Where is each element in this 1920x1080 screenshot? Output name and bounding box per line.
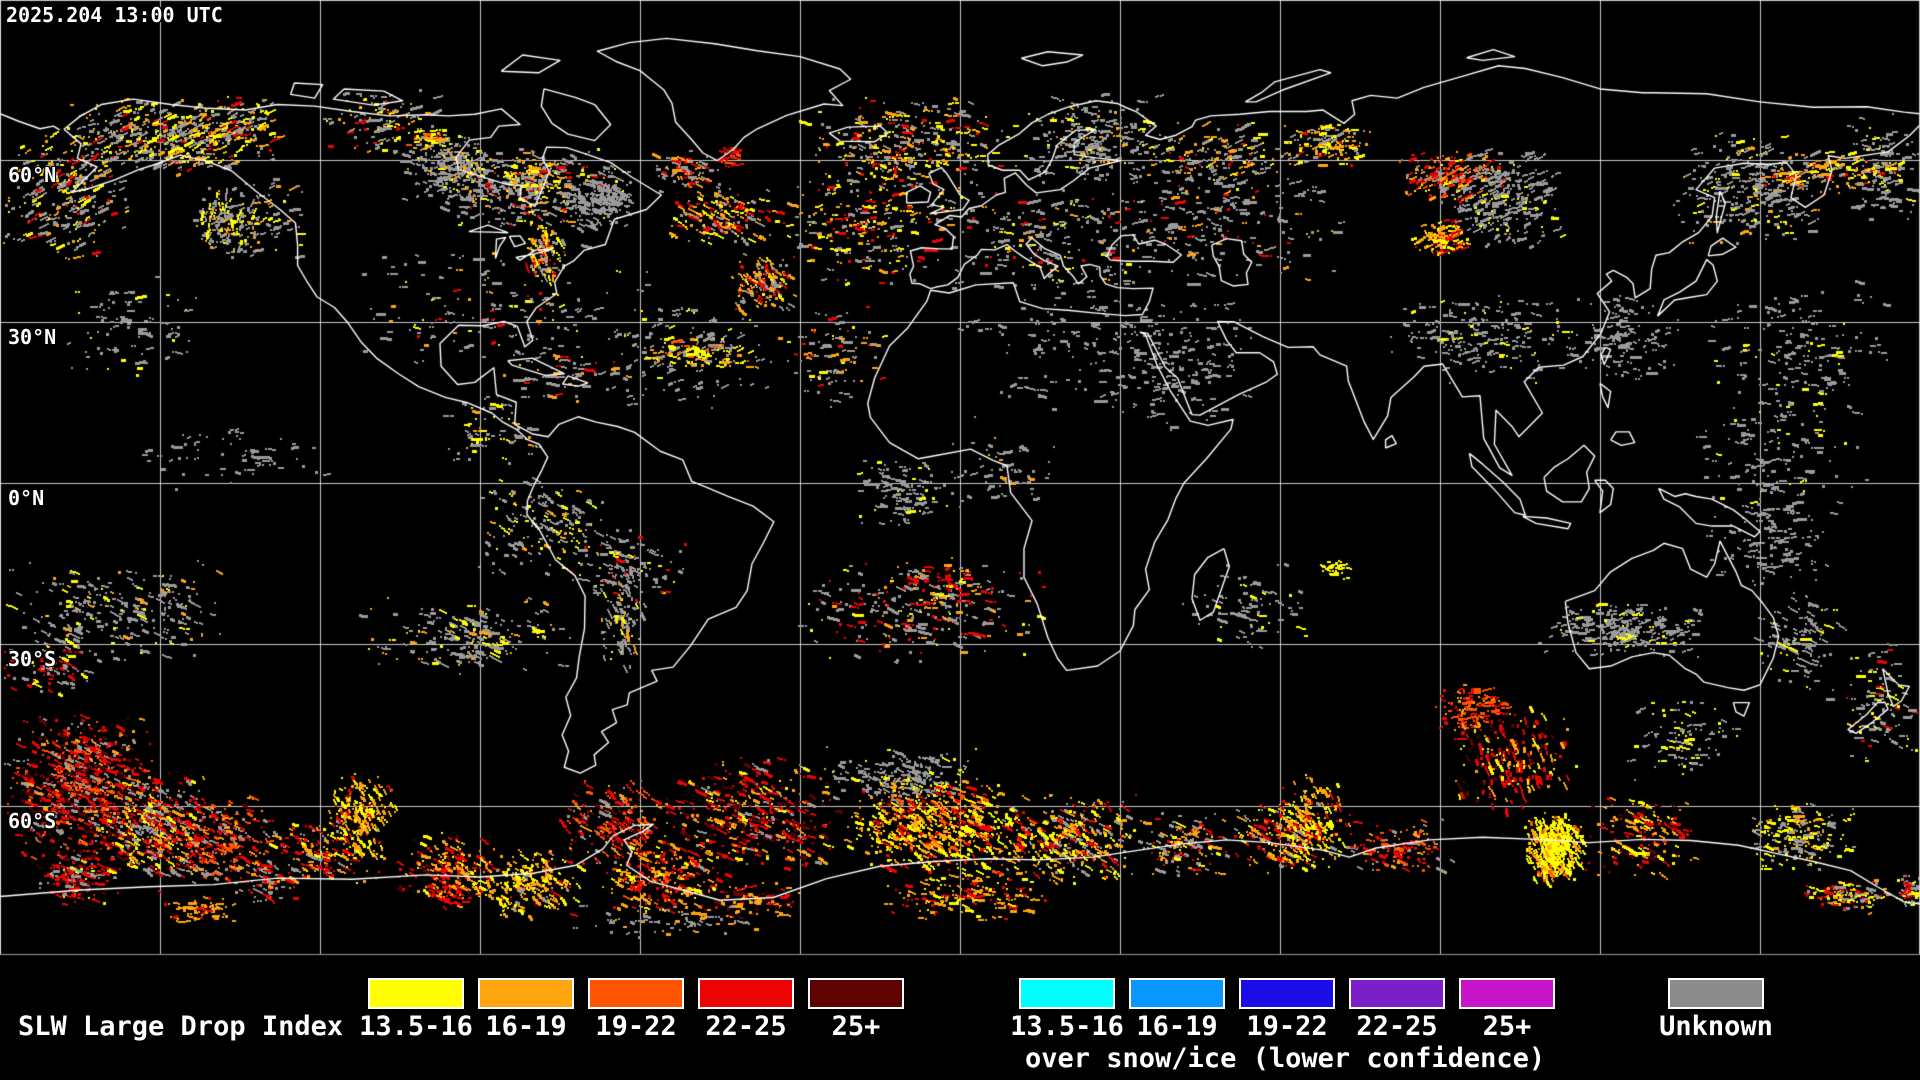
snow-ice-legend-range-label: 13.5-16 — [1010, 1011, 1124, 1042]
slw-legend-range-label: 19-22 — [595, 1011, 677, 1042]
snow-ice-legend-swatch — [1459, 978, 1555, 1009]
latitude-label: 0°N — [8, 486, 45, 510]
latitude-label: 30°N — [8, 324, 57, 349]
slw-legend-swatch — [368, 978, 464, 1009]
timestamp-label: 2025.204 13:00 UTC — [6, 3, 223, 27]
legend-title-slw: SLW Large Drop Index — [18, 1011, 344, 1042]
snow-ice-legend-range-label: 16-19 — [1136, 1011, 1218, 1042]
slw-legend-range-label: 22-25 — [705, 1011, 787, 1042]
snow-ice-legend-swatch — [1239, 978, 1335, 1009]
unknown-label: Unknown — [1659, 1011, 1773, 1042]
slw-legend-swatch — [698, 978, 794, 1009]
latitude-label: 60°N — [8, 163, 57, 187]
snow-ice-legend-swatch — [1349, 978, 1445, 1009]
slw-legend-swatch — [588, 978, 684, 1009]
slw-legend-swatch — [808, 978, 904, 1009]
snow-ice-legend-swatch — [1019, 978, 1115, 1009]
snow-ice-legend-range-label: 25+ — [1482, 1011, 1532, 1042]
slw-legend-swatch — [478, 978, 574, 1009]
legend-caption-snow-ice: over snow/ice (lower confidence) — [1025, 1043, 1546, 1074]
slw-legend-range-label: 13.5-16 — [359, 1011, 473, 1042]
slw-legend-range-label: 25+ — [831, 1011, 881, 1042]
latitude-label: 30°S — [8, 647, 57, 672]
latitude-label: 60°S — [8, 808, 57, 833]
unknown-swatch — [1668, 978, 1764, 1009]
snow-ice-legend-range-label: 22-25 — [1356, 1011, 1438, 1042]
snow-ice-legend-swatch — [1129, 978, 1225, 1009]
snow-ice-legend-range-label: 19-22 — [1246, 1011, 1328, 1042]
slw-legend-range-label: 16-19 — [485, 1011, 567, 1042]
